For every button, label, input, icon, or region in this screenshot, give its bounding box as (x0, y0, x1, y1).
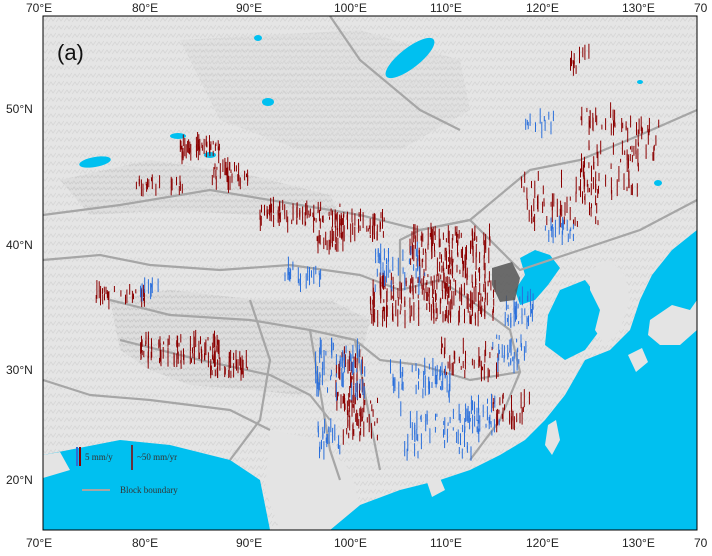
legend-scale-b: ~50 mm/yr (137, 452, 177, 462)
extreme-subsidence-zone (492, 262, 520, 302)
map-frame (42, 15, 698, 531)
legend-boundary: Block boundary (120, 485, 178, 495)
lat-tick-40n: 40°N (6, 238, 33, 252)
top-tick-70e: 70°E (26, 1, 52, 15)
top-tick-130e: 130°E (622, 1, 655, 15)
top-tick-80e: 80°E (132, 1, 158, 15)
lake-balkhash (79, 156, 111, 168)
korean-peninsula (590, 260, 630, 345)
top-tick-90e: 90°E (236, 1, 262, 15)
lake-1 (262, 98, 274, 106)
indochina (265, 430, 360, 530)
lat-tick-20n: 20°N (6, 473, 33, 487)
hainan-island (427, 478, 445, 497)
bay-of-bengal (43, 440, 270, 530)
sri-lanka-coast (43, 452, 70, 478)
map-area: 5 mm/y ~50 mm/yr Block boundary (a) (42, 15, 698, 530)
bottom-tick-90e: 90°E (236, 536, 262, 550)
lake-baikal (385, 37, 435, 79)
legend: 5 mm/y ~50 mm/yr Block boundary (76, 445, 178, 495)
top-axis: 70°E 80°E 90°E 100°E 110°E 120°E 130°E 7… (26, 1, 708, 15)
taiwan-island (545, 420, 560, 455)
lake-2 (170, 133, 186, 139)
top-tick-110e: 110°E (430, 1, 462, 15)
lake-5 (654, 180, 662, 186)
bottom-tick-edge: 70 (694, 536, 708, 550)
bottom-tick-130e: 130°E (622, 536, 655, 550)
lake-6 (637, 80, 643, 84)
south-china-sea (330, 480, 460, 530)
tianshan-relief (60, 160, 340, 215)
bottom-axis: 70°E 80°E 90°E 100°E 110°E 120°E 130°E 7… (26, 536, 708, 550)
left-axis: 50°N 40°N 30°N 20°N (6, 102, 33, 487)
panel-label: (a) (57, 40, 84, 65)
bottom-tick-70e: 70°E (26, 536, 52, 550)
lat-tick-30n: 30°N (6, 363, 33, 377)
top-tick-100e: 100°E (334, 1, 367, 15)
bottom-tick-80e: 80°E (132, 536, 158, 550)
top-tick-120e: 120°E (526, 1, 559, 15)
lake-4 (254, 35, 262, 41)
legend-scale-a: 5 mm/y (85, 452, 113, 462)
top-tick-edge: 70 (694, 1, 708, 15)
east-china-sea (380, 230, 697, 530)
japan-islands (648, 300, 697, 345)
bottom-tick-110e: 110°E (430, 536, 462, 550)
deformation-vectors (95, 43, 660, 461)
bohai-sea (515, 250, 560, 305)
lat-tick-50n: 50°N (6, 102, 33, 116)
bottom-tick-100e: 100°E (334, 536, 367, 550)
bottom-tick-120e: 120°E (526, 536, 559, 550)
japan-kyushu (628, 348, 648, 372)
yellow-sea (545, 280, 600, 360)
